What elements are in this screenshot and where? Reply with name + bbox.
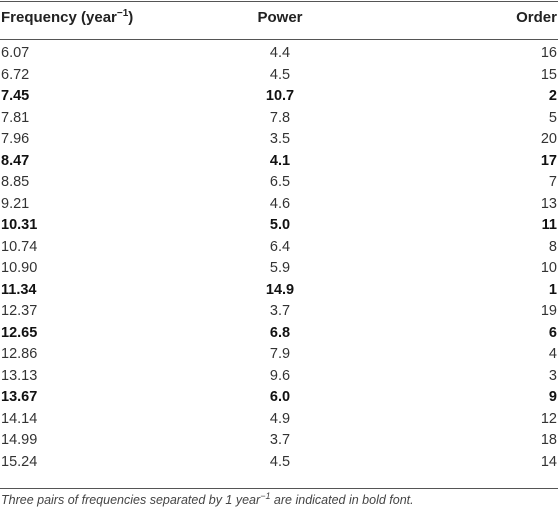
table-row: 15.24 4.5 14	[0, 451, 558, 473]
table-row: 13.13 9.6 3	[0, 365, 558, 387]
cell-order: 7	[548, 174, 557, 190]
header-order: Order	[516, 9, 557, 26]
cell-order: 13	[540, 195, 557, 212]
cell-frequency: 11.34	[1, 281, 37, 298]
table-row: 12.86 7.9 4	[0, 343, 558, 365]
cell-power: 4.5	[269, 66, 291, 83]
table-row: 11.34 14.9 1	[0, 279, 558, 301]
cell-order: 6	[548, 324, 557, 341]
cell-power: 4.4	[269, 45, 291, 61]
cell-power: 10.7	[265, 88, 295, 104]
header-frequency-exponent: −1	[116, 8, 129, 19]
cell-power: 14.9	[265, 281, 295, 298]
cell-power: 3.7	[269, 432, 291, 448]
cell-frequency: 7.45	[1, 88, 30, 104]
cell-power: 4.1	[269, 152, 291, 169]
footnote-exponent: −1	[260, 491, 271, 501]
cell-frequency: 8.85	[1, 174, 30, 190]
cell-order: 16	[540, 45, 557, 61]
cell-frequency: 10.74	[1, 238, 38, 255]
cell-frequency: 7.81	[1, 109, 30, 126]
header-rule	[0, 39, 558, 40]
cell-power: 9.6	[269, 367, 291, 384]
header-frequency-close: )	[128, 9, 134, 26]
table-top-rule	[0, 1, 558, 2]
table-bottom-rule	[0, 488, 558, 489]
cell-frequency: 7.96	[1, 131, 30, 147]
cell-order: 18	[540, 432, 557, 448]
table-row: 8.85 6.5 7	[0, 171, 558, 193]
cell-power: 3.5	[269, 131, 291, 147]
cell-frequency: 12.37	[1, 303, 38, 319]
cell-order: 19	[540, 303, 557, 319]
table-row: 8.47 4.1 17	[0, 150, 558, 172]
cell-frequency: 12.86	[1, 346, 38, 362]
cell-power: 3.7	[269, 303, 291, 319]
table-row: 7.81 7.8 5	[0, 107, 558, 129]
cell-power: 7.8	[269, 109, 291, 126]
table-header: Frequency (year−1) Power Order	[0, 6, 558, 34]
cell-power: 4.5	[269, 453, 291, 470]
cell-order: 11	[541, 217, 557, 233]
table-row: 10.90 5.9 10	[0, 257, 558, 279]
table-row: 14.14 4.9 12	[0, 408, 558, 430]
header-frequency-text: Frequency (year	[1, 9, 117, 26]
cell-frequency: 15.24	[1, 453, 38, 470]
cell-frequency: 12.65	[1, 324, 38, 341]
table-row: 6.72 4.5 15	[0, 64, 558, 86]
table-row: 13.67 6.0 9	[0, 386, 558, 408]
cell-order: 10	[540, 260, 557, 276]
cell-order: 9	[548, 389, 557, 405]
table-row: 10.74 6.4 8	[0, 236, 558, 258]
table-row: 12.37 3.7 19	[0, 300, 558, 322]
cell-power: 5.0	[269, 217, 291, 233]
cell-frequency: 8.47	[1, 152, 30, 169]
cell-power: 5.9	[269, 260, 291, 276]
cell-frequency: 13.67	[1, 389, 38, 405]
cell-power: 4.6	[269, 195, 291, 212]
cell-frequency: 10.90	[1, 260, 38, 276]
footnote-text: Three pairs of frequencies separated by …	[1, 493, 261, 507]
header-power: Power	[257, 9, 303, 26]
table-row: 9.21 4.6 13	[0, 193, 558, 215]
table-row: 10.31 5.0 11	[0, 214, 558, 236]
header-frequency: Frequency (year−1)	[1, 8, 134, 27]
cell-power: 6.5	[269, 174, 291, 190]
table-body: 6.07 4.4 16 6.72 4.5 15 7.45 10.7 2 7.81 7.8 5 7.96 3…	[0, 42, 558, 472]
cell-frequency: 13.13	[1, 367, 38, 384]
table-footnote: Three pairs of frequencies separated by …	[1, 491, 557, 508]
table-row: 6.07 4.4 16	[0, 42, 558, 64]
cell-order: 17	[540, 152, 557, 169]
cell-frequency: 9.21	[1, 195, 30, 212]
cell-frequency: 10.31	[1, 217, 38, 233]
cell-power: 4.9	[269, 410, 291, 427]
table-row: 7.45 10.7 2	[0, 85, 558, 107]
table-row: 14.99 3.7 18	[0, 429, 558, 451]
cell-order: 14	[540, 453, 557, 470]
cell-frequency: 6.72	[1, 66, 30, 83]
cell-order: 4	[548, 346, 557, 362]
cell-order: 1	[548, 281, 557, 298]
footnote-text-end: are indicated in bold font.	[270, 493, 414, 507]
cell-power: 6.8	[269, 324, 291, 341]
cell-power: 6.0	[269, 389, 291, 405]
table-row: 12.65 6.8 6	[0, 322, 558, 344]
cell-order: 8	[548, 238, 557, 255]
cell-frequency: 14.14	[1, 410, 38, 427]
cell-frequency: 6.07	[1, 45, 30, 61]
cell-order: 2	[548, 88, 557, 104]
cell-power: 6.4	[269, 238, 291, 255]
cell-order: 15	[540, 66, 557, 83]
cell-power: 7.9	[269, 346, 291, 362]
table-row: 7.96 3.5 20	[0, 128, 558, 150]
cell-order: 20	[540, 131, 557, 147]
cell-order: 5	[548, 109, 557, 126]
cell-frequency: 14.99	[1, 432, 38, 448]
cell-order: 12	[540, 410, 557, 427]
cell-order: 3	[548, 367, 557, 384]
